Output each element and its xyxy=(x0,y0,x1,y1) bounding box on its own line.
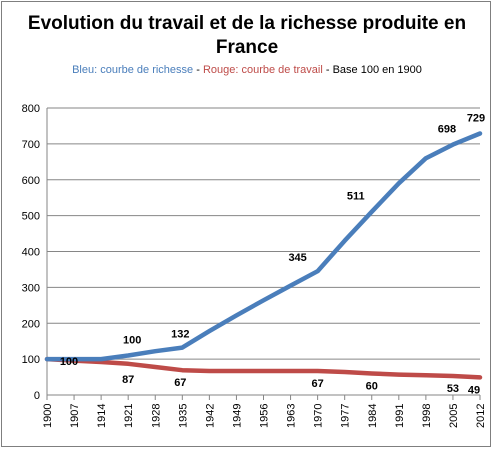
subtitle-separator: - xyxy=(193,64,203,76)
series-lines xyxy=(44,131,483,380)
y-tick-label: 600 xyxy=(22,175,40,187)
richesse-data-label: 132 xyxy=(171,329,189,341)
y-tick-label: 800 xyxy=(22,103,40,115)
subtitle-richesse-legend: Bleu: courbe de richesse xyxy=(72,64,194,76)
x-tick-label: 2012 xyxy=(475,404,487,428)
travail-data-label: 49 xyxy=(468,384,480,396)
richesse-line xyxy=(44,131,483,362)
x-tick-label: 1935 xyxy=(177,404,189,428)
data-labels: 100 100 132 345 511 698 729 87 67 67 60 53 49 xyxy=(60,112,485,396)
x-tick-label: 1956 xyxy=(259,404,271,428)
x-tick-label: 1928 xyxy=(150,404,162,428)
x-tick-label: 2005 xyxy=(448,404,460,428)
richesse-data-label: 729 xyxy=(467,112,485,124)
subtitle-base-note: Base 100 en 1900 xyxy=(332,64,422,76)
travail-data-label: 67 xyxy=(312,378,324,390)
x-tick-label: 1942 xyxy=(204,404,216,428)
richesse-data-label: 698 xyxy=(438,124,456,136)
y-tick-label: 0 xyxy=(34,390,40,402)
richesse-data-label: 100 xyxy=(60,356,78,368)
richesse-data-label: 345 xyxy=(288,252,306,264)
y-tick-label: 700 xyxy=(22,139,40,151)
chart-title-line-2: France xyxy=(215,37,279,58)
x-tick-label: 1998 xyxy=(421,404,433,428)
y-tick-label: 100 xyxy=(22,354,40,366)
travail-data-label: 53 xyxy=(447,383,459,395)
chart-title: Evolution du travail et de la richesse p… xyxy=(0,12,494,60)
x-tick-label: 1921 xyxy=(123,404,135,428)
gridlines xyxy=(47,107,480,360)
x-tick-label: 1949 xyxy=(231,404,243,428)
y-tick-label: 400 xyxy=(22,247,40,259)
travail-data-label: 60 xyxy=(366,380,378,392)
travail-line xyxy=(44,356,483,380)
y-tick-label: 500 xyxy=(22,211,40,223)
x-tick-label: 1914 xyxy=(96,404,108,428)
x-tick-label: 1977 xyxy=(340,404,352,428)
richesse-data-label: 100 xyxy=(123,335,141,347)
y-tick-label: 200 xyxy=(22,318,40,330)
axes: 0 100 200 300 400 500 600 700 800 1900 1907 1914 192… xyxy=(22,103,487,428)
x-tick-label: 1984 xyxy=(367,404,379,428)
travail-data-label: 67 xyxy=(174,377,186,389)
subtitle-travail-legend: Rouge: courbe de travail xyxy=(202,64,323,76)
chart-title-line-1: Evolution du travail et de la richesse p… xyxy=(27,13,467,34)
travail-data-label: 87 xyxy=(122,374,134,386)
y-tick-label: 300 xyxy=(22,282,40,294)
richesse-data-label: 511 xyxy=(347,191,365,203)
subtitle-separator: - xyxy=(322,64,333,76)
chart-subtitle: Bleu: courbe de richesse - Rouge: courbe… xyxy=(0,64,494,76)
x-tick-label: 1970 xyxy=(313,404,325,428)
x-tick-label: 1991 xyxy=(394,404,406,428)
x-tick-label: 1907 xyxy=(69,404,81,428)
x-tick-label: 1900 xyxy=(42,404,54,428)
x-tick-label: 1963 xyxy=(286,404,298,428)
